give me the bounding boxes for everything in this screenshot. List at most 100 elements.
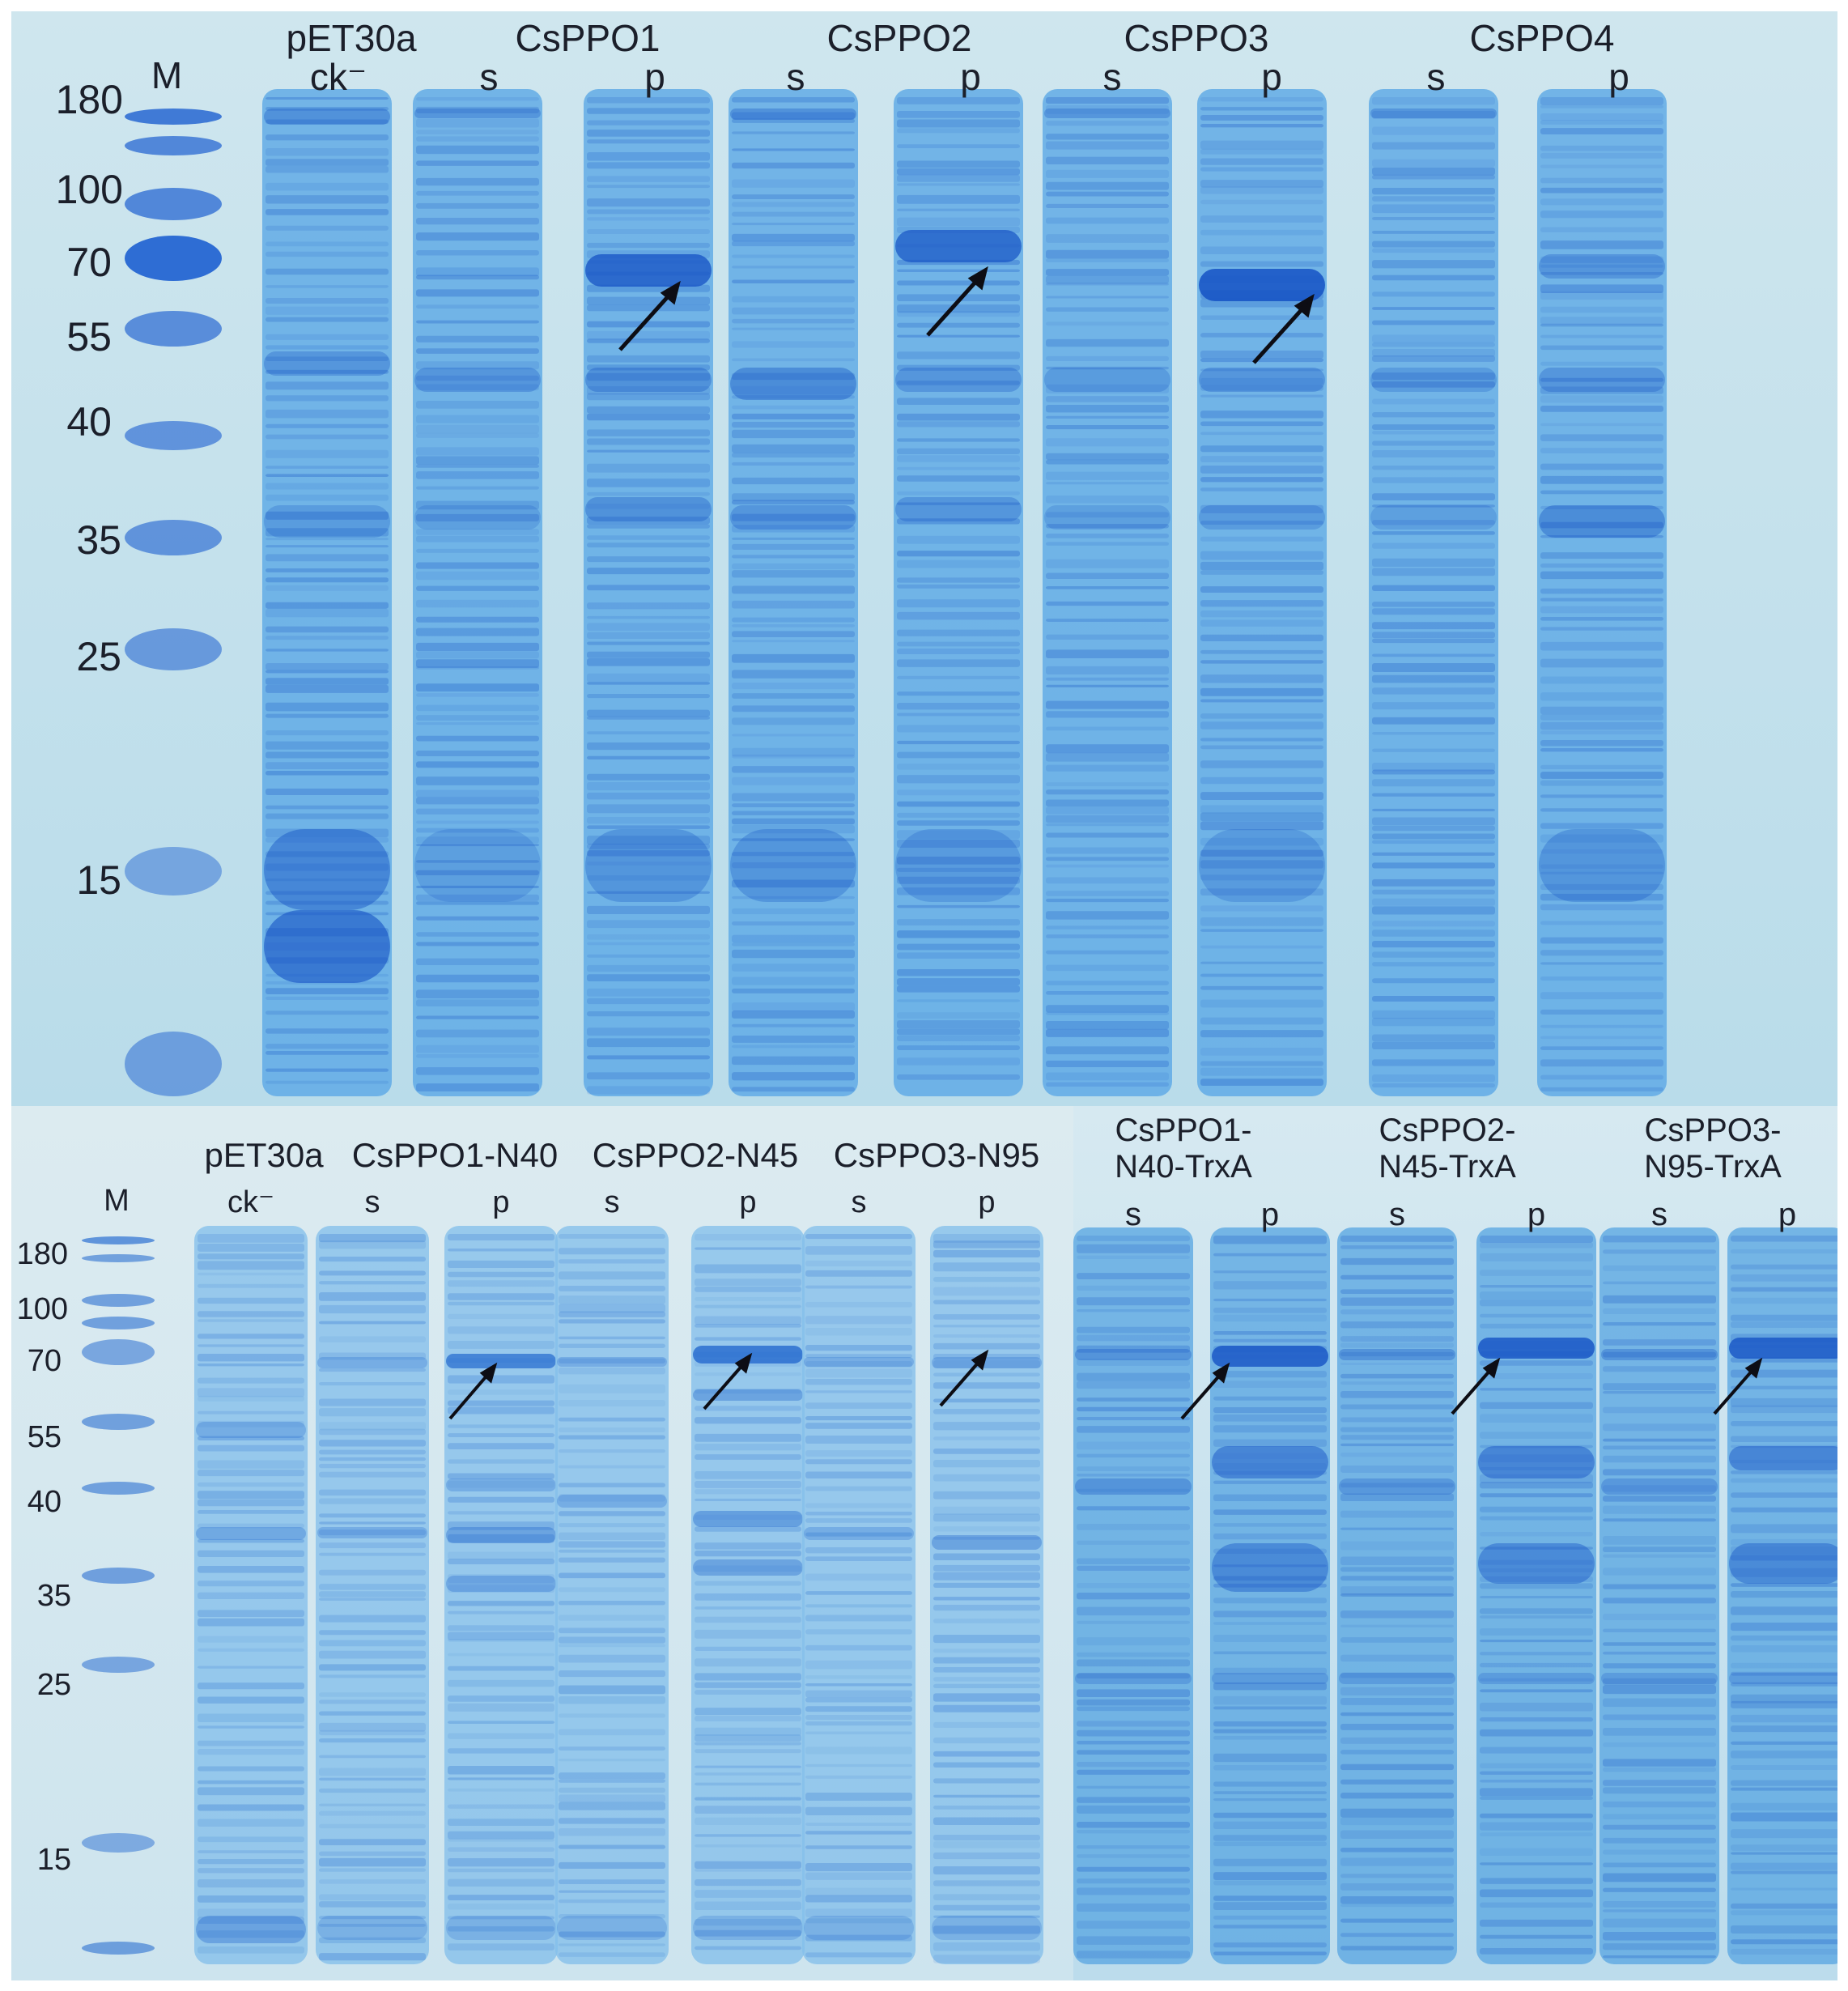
protein-band xyxy=(732,240,855,247)
protein-band xyxy=(732,462,855,466)
protein-band xyxy=(1077,1769,1190,1775)
protein-band xyxy=(732,279,855,283)
protein-band xyxy=(1200,114,1323,121)
protein-band xyxy=(1372,879,1495,887)
protein-band xyxy=(732,810,855,815)
protein-band xyxy=(1540,692,1663,701)
protein-band xyxy=(933,1287,1040,1296)
protein-band xyxy=(559,1827,665,1836)
protein-band xyxy=(587,304,710,312)
protein-band xyxy=(559,1368,665,1375)
protein-band xyxy=(695,1337,801,1341)
protein-band xyxy=(805,1573,912,1581)
protein-band xyxy=(1603,1642,1716,1646)
marker-band xyxy=(125,628,222,670)
protein-band xyxy=(448,1831,554,1840)
protein-band xyxy=(266,159,389,166)
group-label-csppo3: CsPPO3 xyxy=(1124,17,1269,59)
group-label-line1: CsPPO1- xyxy=(1115,1112,1252,1148)
protein-band xyxy=(448,1765,554,1775)
protein-band xyxy=(587,836,710,845)
protein-band xyxy=(695,1417,801,1424)
protein-band xyxy=(448,1511,554,1515)
protein-band xyxy=(695,1844,801,1848)
protein-band xyxy=(897,952,1020,959)
protein-band xyxy=(1200,140,1323,150)
protein-band xyxy=(933,1262,1040,1272)
mw-label: 40 xyxy=(27,1485,62,1519)
protein-band xyxy=(448,1878,554,1887)
protein-band xyxy=(1372,941,1495,948)
protein-band xyxy=(587,942,710,946)
mw-label: 180 xyxy=(16,1237,68,1271)
protein-band xyxy=(587,355,710,363)
protein-band xyxy=(1077,1273,1190,1279)
protein-band xyxy=(1077,1620,1190,1624)
protein-band xyxy=(1540,730,1663,735)
protein-band xyxy=(805,1402,912,1409)
protein-band xyxy=(557,1357,667,1367)
protein-band xyxy=(933,1841,1040,1848)
protein-band xyxy=(1540,104,1663,108)
protein-band xyxy=(1372,440,1495,446)
protein-band xyxy=(933,1382,1040,1389)
protein-band xyxy=(933,1359,1040,1368)
protein-band xyxy=(897,144,1020,149)
protein-band xyxy=(693,1389,803,1401)
protein-band xyxy=(933,1834,1040,1841)
protein-band xyxy=(264,351,390,376)
protein-band xyxy=(1731,1802,1837,1811)
protein-band xyxy=(1077,1308,1190,1312)
protein-band xyxy=(1077,1903,1190,1912)
lane-label: p xyxy=(1260,1197,1280,1232)
protein-band xyxy=(1731,1590,1837,1598)
protein-band xyxy=(416,335,539,342)
protein-band xyxy=(559,1636,665,1644)
protein-band xyxy=(587,755,710,760)
protein-band xyxy=(897,183,1020,186)
protein-band xyxy=(416,190,539,196)
protein-band xyxy=(587,1027,710,1036)
protein-band xyxy=(198,1388,304,1398)
protein-band xyxy=(1340,1946,1454,1951)
protein-band xyxy=(1213,1925,1327,1929)
protein-band xyxy=(416,693,539,697)
protein-band xyxy=(695,1772,801,1776)
protein-band xyxy=(1200,180,1323,188)
protein-band xyxy=(897,641,1020,647)
protein-band xyxy=(587,585,710,591)
protein-band xyxy=(198,1436,304,1441)
protein-band xyxy=(1077,1488,1190,1492)
protein-band xyxy=(198,1283,304,1288)
protein-band xyxy=(1046,744,1169,754)
protein-band xyxy=(1077,1866,1190,1872)
protein-band xyxy=(416,870,539,875)
protein-band xyxy=(1540,598,1663,602)
protein-band xyxy=(1731,1478,1837,1483)
protein-band xyxy=(266,381,389,390)
protein-band xyxy=(1200,124,1323,128)
protein-band xyxy=(805,1895,912,1903)
lane-label: s xyxy=(851,1185,867,1219)
protein-band xyxy=(933,1737,1040,1744)
protein-band xyxy=(1540,345,1663,351)
protein-band xyxy=(1603,1455,1716,1463)
protein-band xyxy=(266,97,389,100)
protein-band xyxy=(448,1473,554,1479)
protein-band xyxy=(1731,1887,1837,1891)
protein-band xyxy=(1540,1009,1663,1015)
protein-band xyxy=(1372,342,1495,347)
protein-band xyxy=(1540,534,1663,538)
protein-band xyxy=(897,311,1020,317)
protein-band xyxy=(1046,832,1169,838)
protein-band xyxy=(319,1529,426,1536)
protein-band xyxy=(585,368,712,392)
protein-band xyxy=(446,1916,556,1940)
protein-band xyxy=(1046,925,1169,930)
protein-band xyxy=(559,1729,665,1736)
protein-band xyxy=(587,330,710,340)
protein-band xyxy=(1200,860,1323,869)
protein-band xyxy=(1213,1781,1327,1787)
protein-band xyxy=(1372,1074,1495,1083)
protein-band xyxy=(1372,355,1495,362)
